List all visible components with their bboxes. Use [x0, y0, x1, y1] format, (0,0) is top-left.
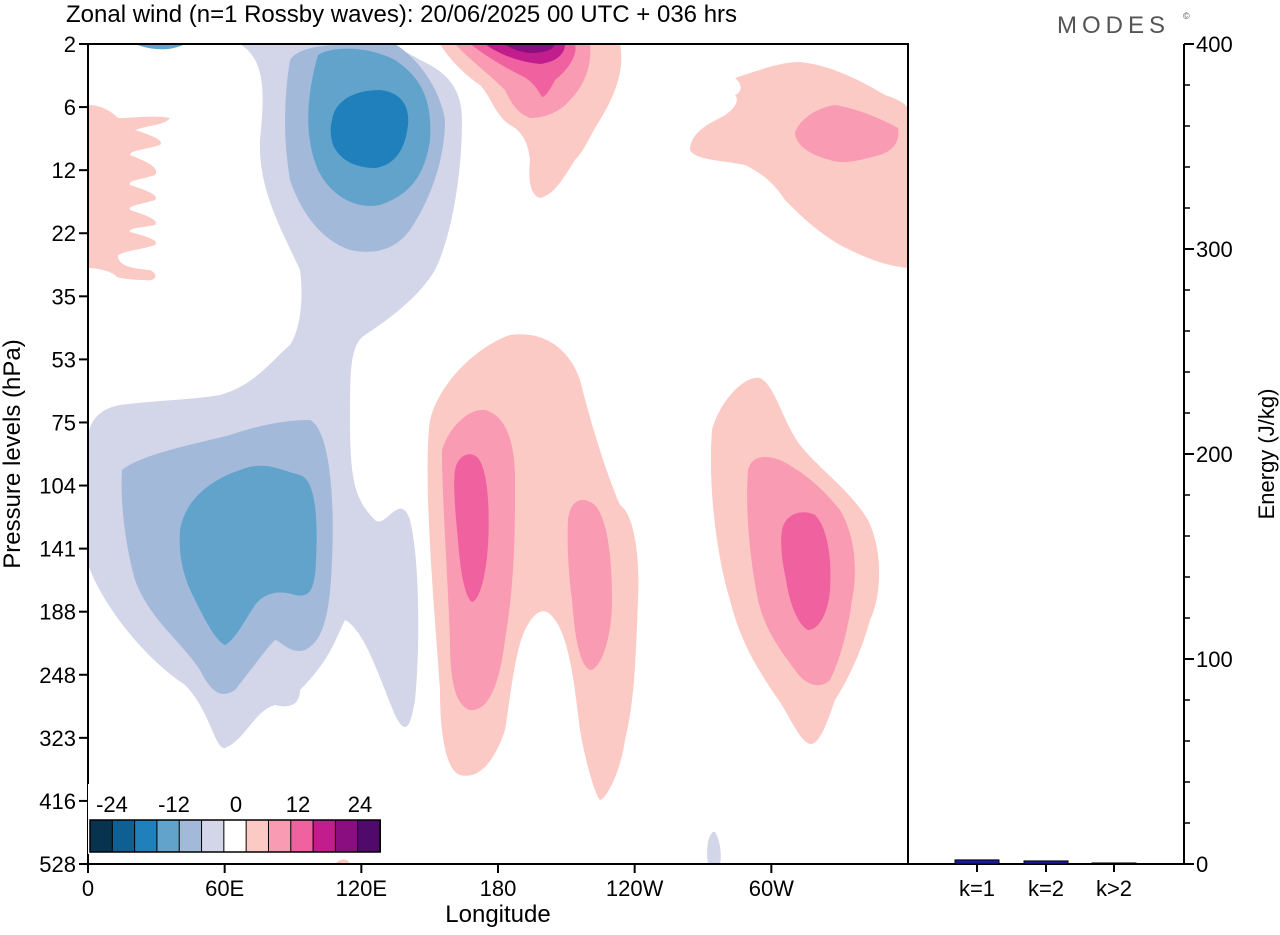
energy-tick-label-4: 400	[1196, 32, 1233, 57]
colorbar-swatch-1	[111, 819, 136, 853]
x-tick-label-3: 180	[480, 876, 517, 901]
modes-logo: MODES	[1057, 12, 1170, 39]
colorbar-label-1: -12	[158, 792, 190, 817]
colorbar-swatch-5	[201, 819, 225, 853]
contour-pos-1b	[690, 62, 908, 268]
y-tick-label-10: 248	[39, 663, 76, 688]
colorbar-swatch-11	[334, 819, 359, 853]
contour-neg-3b	[179, 465, 317, 645]
y-tick-label-9: 188	[39, 600, 76, 625]
colorbar-label-2: 0	[230, 792, 242, 817]
y-tick-label-4: 35	[52, 284, 76, 309]
contour-neg-1b	[707, 831, 721, 864]
y-tick-label-13: 528	[39, 852, 76, 877]
y-tick-label-0: 2	[64, 32, 76, 57]
energy-axis-label: Energy (J/kg)	[1254, 389, 1279, 520]
contour-pos-1c	[88, 105, 170, 281]
y-axis-label: Pressure levels (hPa)	[0, 339, 26, 568]
y-tick-label-5: 53	[52, 347, 76, 372]
contour-neg-4	[330, 90, 409, 168]
contour-pos-low-4	[335, 859, 350, 864]
chart-title: Zonal wind (n=1 Rossby waves): 20/06/202…	[66, 1, 737, 28]
copyright-mark: ©	[1183, 11, 1190, 21]
energy-tick-label-3: 300	[1196, 237, 1233, 262]
x-tick-label-1: 60E	[205, 876, 244, 901]
energy-bar-0	[954, 859, 1000, 865]
colorbar-swatch-10	[312, 819, 337, 853]
y-tick-label-2: 12	[52, 158, 76, 183]
colorbar-swatch-2	[134, 819, 158, 853]
colorbar-swatch-9	[290, 819, 315, 853]
colorbar-label-3: 12	[286, 792, 310, 817]
colorbar-swatch-4	[178, 819, 203, 853]
x-tick-label-4: 120W	[606, 876, 664, 901]
contour-pos-low-3	[454, 454, 489, 602]
y-tick-label-11: 323	[39, 726, 76, 751]
colorbar-swatch-8	[267, 819, 292, 853]
y-tick-label-7: 104	[39, 474, 76, 499]
main-axes: 0 60E 120E 180 120W 60W 2 6 12 22 35 53 75 104 141 188 2…	[39, 32, 794, 901]
colorbar-swatch-12	[357, 819, 382, 853]
x-tick-label-2: 120E	[336, 876, 387, 901]
energy-bar-2	[1091, 862, 1137, 865]
energy-cat-label-2: k>2	[1096, 876, 1132, 901]
contour-neg-3c	[135, 44, 185, 50]
x-tick-label-0: 0	[82, 876, 94, 901]
contour-pos-low-3b	[781, 512, 831, 630]
energy-tick-label-1: 100	[1196, 647, 1233, 672]
contour-pos-low-2b	[567, 500, 612, 670]
y-tick-label-8: 141	[39, 537, 76, 562]
y-tick-label-12: 416	[39, 789, 76, 814]
colorbar-swatch-0	[89, 819, 114, 853]
energy-tick-label-0: 0	[1196, 852, 1208, 877]
colorbar-label-4: 24	[348, 792, 372, 817]
colorbar: -24 -12 0 12 24	[88, 784, 382, 854]
colorbar-swatch-6	[223, 819, 248, 853]
energy-tick-label-2: 200	[1196, 442, 1233, 467]
x-axis-label: Longitude	[445, 901, 550, 928]
contour-plot	[88, 44, 908, 864]
energy-cat-label-1: k=2	[1028, 876, 1064, 901]
colorbar-label-0: -24	[96, 792, 128, 817]
colorbar-swatch-7	[245, 819, 270, 853]
x-tick-label-5: 60W	[749, 876, 794, 901]
energy-panel: 0 100 200 300 400 k=1 k=2 k>2	[908, 32, 1233, 901]
energy-bar-1	[1023, 860, 1069, 865]
colorbar-swatch-3	[156, 819, 181, 853]
y-tick-label-6: 75	[52, 410, 76, 435]
y-tick-label-3: 22	[52, 221, 76, 246]
y-tick-label-1: 6	[64, 95, 76, 120]
contour-pos-2b	[795, 105, 899, 163]
contour-pos-5	[505, 44, 555, 53]
colorbar-frame	[89, 819, 381, 853]
energy-cat-label-0: k=1	[959, 876, 995, 901]
